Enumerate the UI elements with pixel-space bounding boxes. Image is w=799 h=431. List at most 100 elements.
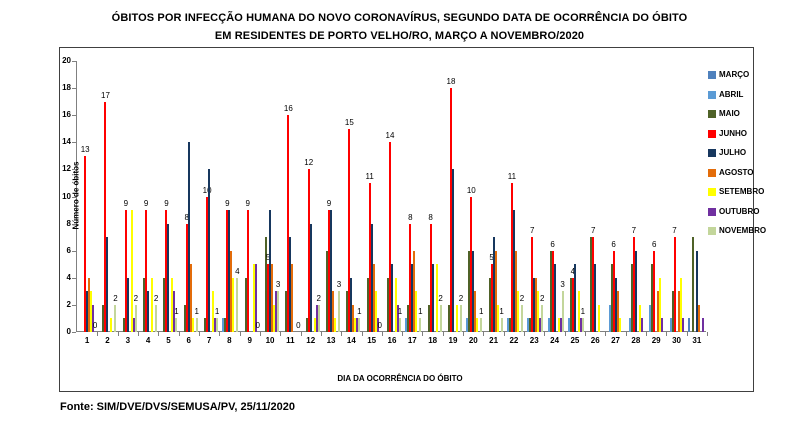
x-tick-mark <box>97 332 99 336</box>
bar-setembro-day12 <box>313 318 316 332</box>
legend-label: JULHO <box>719 148 747 157</box>
bar-agosto-day10 <box>271 264 274 332</box>
legend-label: OUTUBRO <box>719 206 760 216</box>
bar-agosto-day11 <box>291 264 294 332</box>
bar-setembro-day27 <box>618 318 621 332</box>
data-label-junho-day19: 18 <box>446 77 456 87</box>
x-tick-mark <box>422 332 424 336</box>
data-label-novembro-day23: 2 <box>540 293 545 303</box>
bar-maio-day2 <box>102 304 105 332</box>
bar-maio-day15 <box>366 277 369 332</box>
bar-outubro-day23 <box>539 318 542 332</box>
bar-outubro-day31 <box>701 318 704 332</box>
data-label-junho-day12: 12 <box>304 158 314 168</box>
bar-maio-day30 <box>671 291 674 332</box>
bar-julho-day25 <box>573 264 576 332</box>
bar-novembro-day8 <box>236 277 239 332</box>
x-tick-label: 2 <box>105 336 110 345</box>
bar-maio-day14 <box>346 291 349 332</box>
x-tick-mark <box>402 332 404 336</box>
y-tick-mark <box>72 304 76 306</box>
y-tick-mark <box>72 169 76 171</box>
bar-junho-day7 <box>206 196 209 332</box>
x-tick-mark <box>320 332 322 336</box>
x-tick-mark <box>585 332 587 336</box>
x-tick-label: 13 <box>326 336 336 345</box>
x-tick-label: 29 <box>651 336 661 345</box>
bar-maio-day21 <box>488 277 491 332</box>
bar-novembro-day16 <box>399 318 401 332</box>
bar-setembro-day16 <box>395 277 397 332</box>
bar-julho-day20 <box>472 250 475 332</box>
bar-novembro-day12 <box>317 304 320 332</box>
x-tick-label: 23 <box>529 336 539 345</box>
legend-item-março: MARÇO <box>708 70 768 82</box>
data-label-junho-day30: 7 <box>672 226 677 236</box>
data-label-novembro-day19: 2 <box>458 293 464 303</box>
data-label-novembro-day12: 2 <box>316 293 321 303</box>
page-title: ÓBITOS POR INFECÇÃO HUMANA DO NOVO CORON… <box>0 10 799 45</box>
bar-setembro-day17 <box>415 291 418 332</box>
legend-label: MAIO <box>719 109 740 118</box>
bar-setembro-day30 <box>679 277 682 332</box>
y-tick-label: 8 <box>66 218 71 228</box>
bar-setembro-day18 <box>435 264 438 332</box>
bar-outubro-day25 <box>579 318 582 332</box>
bar-junho-day25 <box>571 277 574 332</box>
x-tick-mark <box>341 332 343 336</box>
y-tick-mark <box>72 332 76 333</box>
data-label-novembro-day5: 1 <box>174 307 179 317</box>
bar-setembro-day6 <box>191 318 194 332</box>
bar-junho-day6 <box>185 223 188 332</box>
bar-abril-day27 <box>608 304 611 332</box>
data-label-junho-day27: 6 <box>611 239 616 249</box>
x-tick-mark <box>178 332 180 336</box>
bar-maio-day3 <box>122 318 125 332</box>
bar-agosto-day31 <box>697 304 700 332</box>
bar-maio-day19 <box>447 304 450 332</box>
y-tick-label: 2 <box>66 299 71 309</box>
y-tick-mark <box>72 196 76 198</box>
bar-abril-day20 <box>466 318 469 332</box>
x-tick-mark <box>686 332 688 336</box>
x-tick-mark <box>463 332 465 336</box>
y-tick-label: 14 <box>62 137 71 147</box>
x-tick-label: 21 <box>489 336 499 345</box>
bar-julho-day19 <box>451 169 454 332</box>
bar-julho-day15 <box>370 223 373 332</box>
data-label-novembro-day7: 1 <box>214 307 220 317</box>
bar-novembro-day22 <box>520 304 523 332</box>
x-tick-mark <box>280 332 282 336</box>
bar-maio-day10 <box>265 237 268 332</box>
bar-setembro-day8 <box>232 277 235 332</box>
x-tick-mark <box>503 332 505 336</box>
data-label-novembro-day15: 0 <box>377 321 382 330</box>
x-tick-mark <box>666 332 668 336</box>
bar-outubro-day3 <box>132 318 135 332</box>
x-tick-mark <box>259 332 261 336</box>
bar-setembro-day4 <box>151 277 154 332</box>
x-tick-mark <box>158 332 160 336</box>
bar-julho-day7 <box>208 169 211 332</box>
data-label-novembro-day17: 1 <box>418 307 423 317</box>
legend-label: SETEMBRO <box>719 187 765 196</box>
bar-maio-day27 <box>610 264 613 332</box>
x-tick-label: 10 <box>265 336 275 345</box>
bar-setembro-day29 <box>659 277 662 332</box>
bar-julho-day24 <box>553 264 556 332</box>
bar-maio-day22 <box>508 318 511 332</box>
bar-abril-day22 <box>506 318 509 332</box>
legend-label: MARÇO <box>719 70 750 79</box>
bar-junho-day27 <box>612 250 615 332</box>
bar-agosto-day30 <box>677 291 680 332</box>
data-label-novembro-day6: 1 <box>194 307 199 317</box>
x-tick-mark <box>707 332 708 336</box>
x-tick-mark <box>300 332 302 336</box>
data-label-junho-day5: 9 <box>164 199 169 209</box>
bar-outubro-day14 <box>356 318 359 332</box>
bar-junho-day9 <box>246 210 249 332</box>
bar-julho-day12 <box>309 223 312 332</box>
x-tick-mark <box>137 332 139 336</box>
bar-novembro-day21 <box>500 318 503 332</box>
bar-setembro-day24 <box>557 318 560 332</box>
